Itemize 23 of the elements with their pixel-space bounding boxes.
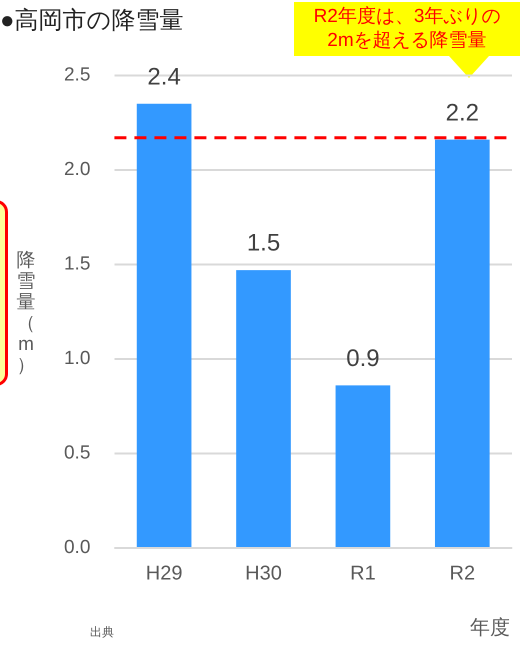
data-label: 2.4 <box>147 63 181 90</box>
bar <box>434 140 490 547</box>
y-tick-label: 0.5 <box>64 442 90 464</box>
y-tick-label: 1.5 <box>64 254 90 275</box>
x-tick-label: H30 <box>245 562 282 585</box>
x-tick-label: H29 <box>146 562 182 585</box>
x-tick-label: R2 <box>450 562 476 585</box>
bar <box>236 270 291 547</box>
data-label: 2.2 <box>446 99 479 126</box>
x-axis-title: 年度 <box>470 616 510 641</box>
x-tick-label: R1 <box>350 562 376 585</box>
y-tick-label: 0.0 <box>64 537 90 558</box>
data-label: 1.5 <box>246 230 280 257</box>
text: 出典 <box>90 624 114 641</box>
y-axis-title: 降雪量（m） <box>16 250 36 376</box>
chart-title: ●高岡市の降雪量 <box>0 6 184 36</box>
y-tick-label: 1.0 <box>64 348 90 370</box>
y-tick-label: 2.0 <box>64 159 90 180</box>
bar <box>136 104 192 547</box>
y-tick-label: 2.5 <box>64 64 90 86</box>
bar <box>336 385 390 547</box>
data-label: 0.9 <box>346 345 380 372</box>
callout: R2年度は、3年ぶりの2mを超える降雪量 <box>294 2 520 78</box>
